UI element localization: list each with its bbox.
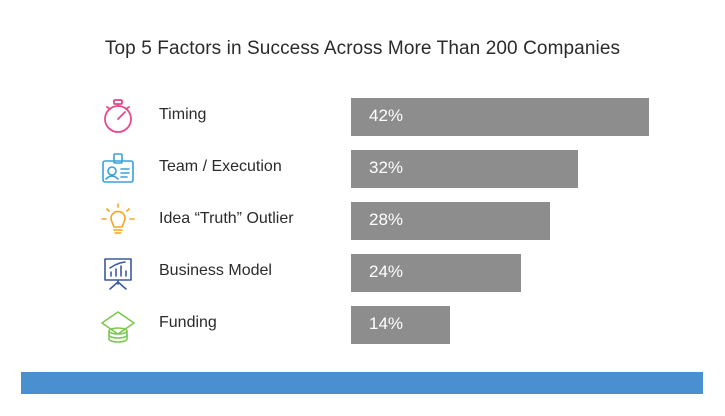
id-badge-icon bbox=[98, 148, 138, 188]
category-label: Funding bbox=[159, 314, 217, 331]
bar-business-model bbox=[351, 254, 521, 292]
category-label: Business Model bbox=[159, 262, 272, 279]
factor-row-idea-truth-outlier: Idea “Truth” Outlier 28% bbox=[0, 200, 725, 240]
bar-idea-truth-outlier bbox=[351, 202, 550, 240]
factor-row-funding: Funding 14% bbox=[0, 304, 725, 344]
chart-title: Top 5 Factors in Success Across More Tha… bbox=[104, 38, 621, 59]
stopwatch-icon bbox=[98, 96, 138, 136]
money-stack-icon bbox=[98, 304, 138, 344]
bar-value-label: 42% bbox=[369, 106, 404, 125]
presentation-board-icon bbox=[98, 252, 138, 292]
category-label: Timing bbox=[159, 106, 207, 123]
bar-value-label: 24% bbox=[369, 262, 404, 281]
category-label: Idea “Truth” Outlier bbox=[159, 210, 294, 227]
category-label: Team / Execution bbox=[159, 158, 282, 175]
lightbulb-icon bbox=[98, 200, 138, 240]
factor-row-team-execution: Team / Execution 32% bbox=[0, 148, 725, 188]
bar-value-label: 28% bbox=[369, 210, 404, 229]
bar-value-label: 14% bbox=[369, 314, 404, 333]
factor-row-business-model: Business Model 24% bbox=[0, 252, 725, 292]
bar-timing bbox=[351, 98, 649, 136]
bar-funding bbox=[351, 306, 450, 344]
factor-row-timing: Timing 42% bbox=[0, 96, 725, 136]
bar-value-label: 32% bbox=[369, 158, 404, 177]
footer-band bbox=[21, 372, 703, 394]
bar-team-execution bbox=[351, 150, 578, 188]
